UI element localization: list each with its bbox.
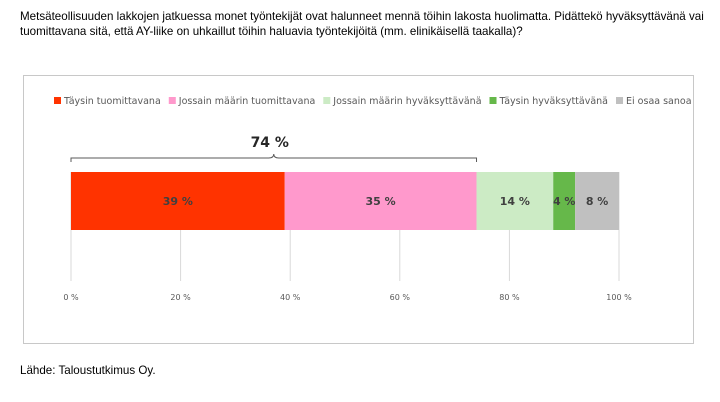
- legend-label: Jossain määrin tuomittavana: [178, 96, 316, 107]
- bars: 39 % 35 % 14 % 4 % 8 %: [71, 172, 619, 230]
- legend-label: Täysin tuomittavana: [63, 96, 161, 107]
- legend-swatch: [323, 97, 331, 104]
- data-label: 14 %: [500, 195, 530, 208]
- data-label: 8 %: [586, 195, 609, 208]
- legend-label: Ei osaa sanoa: [626, 96, 692, 107]
- x-tick-label: 0 %: [63, 293, 79, 302]
- bar-segment: [476, 172, 554, 230]
- bar-segment: [284, 172, 477, 230]
- bracket-label: 74 %: [251, 135, 289, 151]
- legend-swatch: [489, 97, 497, 104]
- bracket-line: [70, 153, 478, 162]
- legend-label: Jossain määrin hyväksyttävänä: [332, 96, 481, 107]
- chart-panel: Täysin tuomittavana Jossain määrin tuomit…: [23, 75, 694, 344]
- x-tick-label: 80 %: [499, 293, 520, 302]
- bar-segment: [553, 172, 576, 230]
- legend-swatch: [616, 97, 624, 104]
- x-tick-label: 20 %: [170, 293, 191, 302]
- source-note: Lähde: Taloustutkimus Oy.: [20, 364, 156, 377]
- stacked-bar-chart: Täysin tuomittavana Jossain määrin tuomit…: [54, 96, 692, 302]
- chart-question: Metsäteollisuuden lakkojen jatkuessa mon…: [20, 10, 704, 38]
- data-label: 4 %: [553, 195, 576, 208]
- bar-segment: [575, 172, 619, 230]
- data-label: 39 %: [163, 195, 193, 208]
- x-tick-label: 100 %: [606, 293, 632, 302]
- x-axis-ticks: 0 % 20 % 40 % 60 % 80 % 100 %: [63, 293, 632, 302]
- data-label: 35 %: [366, 195, 396, 208]
- bar-segment: [71, 172, 285, 230]
- legend-label: Täysin hyväksyttävänä: [499, 96, 609, 107]
- legend-swatch: [168, 97, 176, 104]
- x-tick-label: 60 %: [390, 293, 411, 302]
- bracket-annotation: 74 %: [70, 135, 478, 162]
- legend: Täysin tuomittavana Jossain määrin tuomit…: [54, 96, 692, 107]
- x-tick-label: 40 %: [280, 293, 301, 302]
- legend-swatch: [54, 97, 61, 104]
